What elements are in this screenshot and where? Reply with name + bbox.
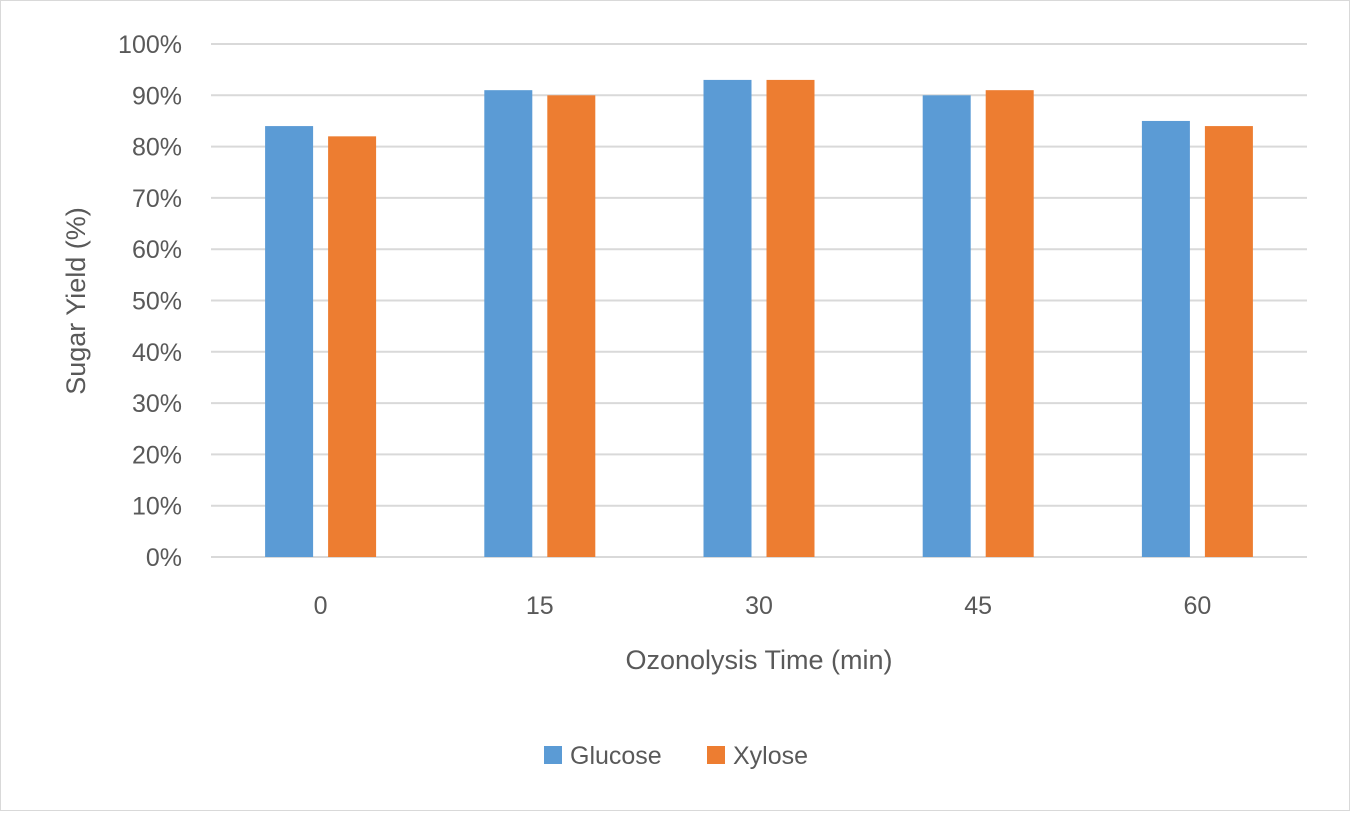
bar-xylose-30 (766, 79, 815, 557)
bar-glucose-45 (922, 95, 971, 558)
x-tick-label: 15 (526, 592, 554, 620)
y-tick-label: 60% (132, 236, 182, 264)
y-tick-label: 50% (132, 288, 182, 316)
y-axis-ticks: 0% 10% 20% 30% 40% 50% 60% 70% 80% 90% 100% (118, 31, 182, 572)
bar-xylose-60 (1204, 126, 1253, 557)
x-tick-label: 60 (1183, 592, 1211, 620)
y-tick-label: 20% (132, 441, 182, 469)
legend-swatch-glucose (544, 746, 562, 764)
y-tick-label: 90% (132, 82, 182, 110)
bar-xylose-15 (547, 95, 596, 558)
bar-glucose-30 (703, 79, 752, 557)
legend-label-xylose: Xylose (733, 742, 808, 770)
bar-glucose-0 (265, 126, 314, 557)
legend: Glucose Xylose (544, 742, 808, 770)
bar-xylose-0 (328, 136, 377, 557)
legend-label-glucose: Glucose (570, 742, 662, 770)
x-axis-ticks: 0 15 30 45 60 (314, 592, 1212, 620)
bar-glucose-60 (1141, 120, 1190, 557)
y-tick-label: 40% (132, 339, 182, 367)
bar-xylose-45 (985, 90, 1034, 558)
y-tick-label: 30% (132, 390, 182, 418)
y-tick-label: 10% (132, 493, 182, 521)
y-axis-label: Sugar Yield (%) (61, 207, 91, 395)
y-tick-label: 0% (146, 544, 182, 572)
bar-glucose-15 (484, 90, 533, 558)
x-axis-label: Ozonolysis Time (min) (625, 645, 892, 675)
y-tick-label: 80% (132, 134, 182, 162)
x-tick-label: 30 (745, 592, 773, 620)
legend-swatch-xylose (707, 746, 725, 764)
y-tick-label: 70% (132, 185, 182, 213)
bars (265, 79, 1253, 558)
x-tick-label: 0 (314, 592, 328, 620)
gridlines (211, 43, 1307, 558)
x-tick-label: 45 (964, 592, 992, 620)
y-tick-label: 100% (118, 31, 182, 59)
